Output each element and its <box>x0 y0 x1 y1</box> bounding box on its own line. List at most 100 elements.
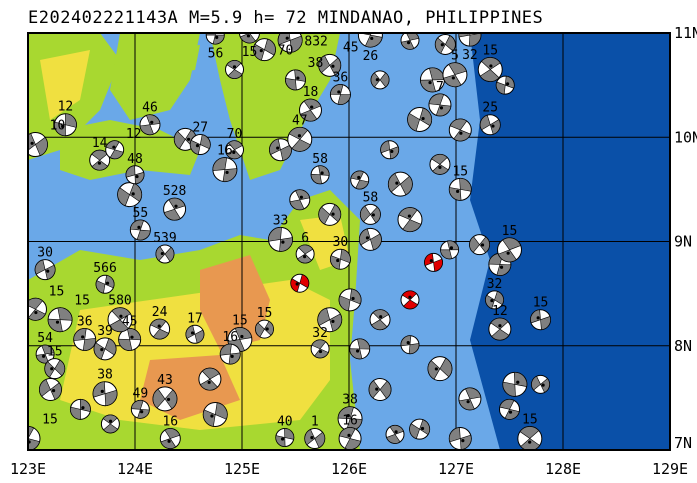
focal-mechanism[interactable] <box>400 335 420 355</box>
focal-mechanism[interactable] <box>370 70 390 90</box>
focal-mechanism[interactable] <box>349 338 371 360</box>
focal-mechanism[interactable] <box>497 237 522 263</box>
focal-mechanism[interactable] <box>318 202 342 226</box>
focal-mechanism[interactable] <box>298 98 322 122</box>
focal-mechanism[interactable] <box>397 207 423 233</box>
focal-mechanism[interactable] <box>130 399 150 419</box>
focal-mechanism[interactable] <box>429 153 451 175</box>
focal-mechanism[interactable] <box>458 387 482 411</box>
focal-mechanism[interactable] <box>287 126 313 152</box>
focal-mechanism[interactable] <box>89 149 111 171</box>
focal-mechanism[interactable] <box>225 59 245 79</box>
focal-mechanism[interactable] <box>289 189 311 211</box>
focal-mechanism[interactable] <box>368 378 392 402</box>
focal-mechanism[interactable] <box>117 182 143 208</box>
focal-mechanism[interactable] <box>163 197 187 221</box>
focal-mechanism[interactable] <box>442 62 468 88</box>
focal-mechanism[interactable] <box>310 165 330 185</box>
focal-mechanism[interactable] <box>359 203 381 225</box>
focal-mechanism[interactable] <box>434 33 456 55</box>
focal-mechanism[interactable] <box>92 381 118 407</box>
focal-mechanism[interactable] <box>329 248 351 270</box>
focal-mechanism[interactable] <box>268 226 294 252</box>
focal-mechanism[interactable] <box>118 327 142 351</box>
focal-mechanism[interactable] <box>488 317 512 341</box>
highlighted-focal-mechanism[interactable] <box>290 273 310 293</box>
focal-mechanism[interactable] <box>499 398 520 420</box>
focal-mechanism[interactable] <box>149 318 171 340</box>
focal-mechanism[interactable] <box>448 118 472 142</box>
focal-mechanism[interactable] <box>252 38 276 62</box>
focal-mechanism[interactable] <box>338 427 362 450</box>
focal-mechanism[interactable] <box>24 297 47 321</box>
focal-mechanism[interactable] <box>212 157 238 183</box>
focal-mechanism[interactable] <box>44 358 66 380</box>
focal-mechanism[interactable] <box>357 23 383 48</box>
focal-mechanism[interactable] <box>295 244 315 264</box>
focal-mechanism[interactable] <box>338 288 362 312</box>
focal-mechanism[interactable] <box>95 274 115 294</box>
focal-mechanism[interactable] <box>219 343 241 365</box>
focal-mechanism[interactable] <box>469 234 491 256</box>
focal-mechanism[interactable] <box>139 114 161 136</box>
focal-mechanism[interactable] <box>53 113 77 137</box>
focal-mechanism[interactable] <box>198 367 222 391</box>
focal-mechanism[interactable] <box>189 134 211 156</box>
focal-mechanism[interactable] <box>380 140 400 160</box>
focal-mechanism[interactable] <box>369 309 391 331</box>
focal-mechanism[interactable] <box>317 307 343 333</box>
focal-mechanism[interactable] <box>400 31 420 50</box>
focal-mechanism[interactable] <box>100 414 120 434</box>
focal-mechanism[interactable] <box>531 374 551 394</box>
focal-mechanism[interactable] <box>409 418 431 440</box>
focal-mechanism[interactable] <box>502 371 528 397</box>
focal-mechanism[interactable] <box>428 93 452 117</box>
focal-mechanism[interactable] <box>285 69 306 91</box>
focal-mechanism[interactable] <box>277 28 303 53</box>
focal-mechanism[interactable] <box>329 84 351 106</box>
focal-mechanism[interactable] <box>488 252 512 276</box>
focal-mechanism[interactable] <box>159 428 181 450</box>
highlighted-focal-mechanism[interactable] <box>400 290 420 310</box>
focal-mechanism[interactable] <box>16 426 41 451</box>
focal-mechanism[interactable] <box>47 307 73 333</box>
focal-mechanism[interactable] <box>479 114 501 136</box>
focal-mechanism[interactable] <box>155 244 175 264</box>
focal-mechanism[interactable] <box>205 26 225 45</box>
focal-mechanism[interactable] <box>69 398 91 420</box>
focal-mechanism[interactable] <box>458 24 482 47</box>
focal-mechanism[interactable] <box>350 170 370 190</box>
focal-mechanism[interactable] <box>477 56 503 82</box>
focal-mechanism[interactable] <box>495 75 515 95</box>
focal-mechanism[interactable] <box>202 402 228 428</box>
focal-mechanism[interactable] <box>304 428 326 450</box>
focal-mechanism[interactable] <box>269 138 293 162</box>
focal-mechanism[interactable] <box>152 386 178 412</box>
focal-mechanism[interactable] <box>485 290 505 310</box>
focal-mechanism[interactable] <box>238 23 260 44</box>
focal-mechanism[interactable] <box>407 107 433 133</box>
focal-mechanism[interactable] <box>387 171 413 197</box>
focal-mechanism[interactable] <box>440 240 460 260</box>
focal-mechanism[interactable] <box>35 344 55 364</box>
focal-mechanism[interactable] <box>385 424 405 444</box>
focal-mechanism[interactable] <box>310 339 330 359</box>
focal-mechanism[interactable] <box>107 307 133 333</box>
focal-mechanism[interactable] <box>448 177 472 201</box>
focal-mechanism[interactable] <box>105 140 125 160</box>
focal-mechanism[interactable] <box>129 219 151 241</box>
focal-mechanism[interactable] <box>38 378 62 402</box>
focal-mechanism[interactable] <box>318 53 342 77</box>
highlighted-focal-mechanism[interactable] <box>424 252 444 272</box>
focal-mechanism[interactable] <box>448 427 472 450</box>
focal-mechanism[interactable] <box>254 319 274 339</box>
focal-mechanism[interactable] <box>93 337 117 361</box>
focal-mechanism[interactable] <box>23 132 48 158</box>
focal-mechanism[interactable] <box>517 426 543 451</box>
focal-mechanism[interactable] <box>34 259 56 281</box>
focal-mechanism[interactable] <box>427 356 453 382</box>
focal-mechanism[interactable] <box>530 309 552 331</box>
focal-mechanism[interactable] <box>125 165 145 185</box>
focal-mechanism[interactable] <box>358 227 382 251</box>
focal-mechanism[interactable] <box>275 427 295 447</box>
